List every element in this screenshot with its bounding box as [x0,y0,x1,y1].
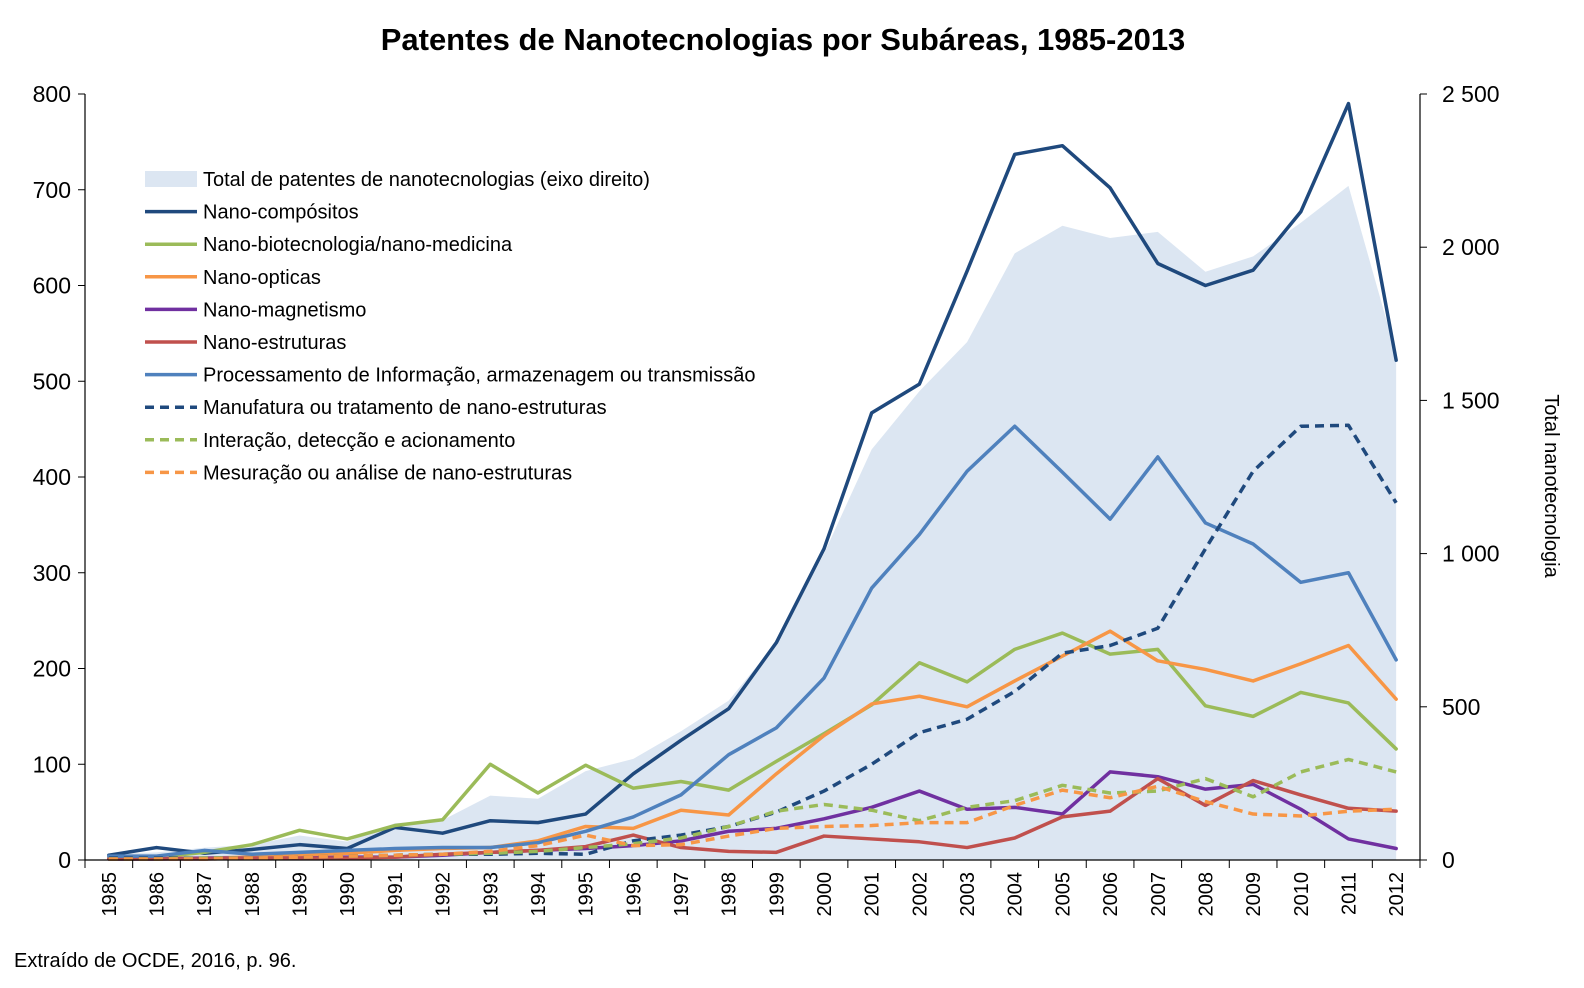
source-note: Extraído de OCDE, 2016, p. 96. [14,950,296,972]
x-tick-label: 2008 [1195,872,1217,917]
legend-label-2: Nano-opticas [203,267,321,289]
x-tick-label: 1988 [242,872,264,917]
y-tick-label: 500 [33,368,71,394]
legend: Total de patentes de nanotecnologias (ei… [145,169,756,484]
series-layer [107,101,1398,861]
y2-tick-label: 2 000 [1442,234,1500,260]
y-tick-label: 0 [58,847,71,873]
y-tick-label: 800 [33,81,71,107]
x-tick-label: 1989 [290,872,312,917]
y2-tick-label: 500 [1442,694,1480,720]
x-tick-label: 2010 [1291,872,1313,917]
axes-layer: 0 100 200 300 400 500 600 700 800 0 500 1 000 1 500 2… [33,81,1500,917]
series-line-0 [107,101,1398,857]
x-tick-label: 1995 [576,872,598,917]
x-tick-label: 2001 [862,872,884,917]
series-line-1 [107,631,1398,859]
y2-tick-label: 0 [1442,847,1455,873]
legend-label-1: Nano-biotecnologia/nano-medicina [203,234,513,256]
x-tick-label: 1994 [528,872,550,917]
x-tick-label: 2003 [957,872,979,917]
y2-tick-label: 2 500 [1442,81,1500,107]
x-tick-label: 1997 [671,872,693,917]
x-tick-label: 2000 [814,872,836,917]
y2-tick-label: 1 500 [1442,387,1500,413]
y-tick-label: 100 [33,751,71,777]
x-tick-label: 2007 [1148,872,1170,917]
x-tick-label: 1985 [99,872,121,917]
y-tick-label: 600 [33,273,71,299]
legend-label-8: Mesuração ou análise de nano-estruturas [203,462,572,484]
legend-label-3: Nano-magnetismo [203,299,366,321]
x-tick-label: 2006 [1100,872,1122,917]
y-tick-label: 200 [33,656,71,682]
x-tick-label: 1990 [337,872,359,917]
y2-axis-label: Total nanotecnologia [1540,394,1562,578]
series-line-2 [107,629,1398,860]
area-total-patents [108,185,1397,861]
x-tick-label: 1991 [385,872,407,917]
x-tick-label: 1996 [623,872,645,917]
legend-label-6: Manufatura ou tratamento de nano-estrutu… [203,397,607,419]
legend-label-7: Interação, detecção e acionamento [203,430,515,452]
legend-label-area: Total de patentes de nanotecnologias (ei… [203,169,650,191]
area-layer [108,185,1397,861]
series-line-8 [108,784,1397,861]
y-tick-label: 300 [33,560,71,586]
x-tick-label: 1986 [147,872,169,917]
x-tick-label: 1999 [766,872,788,917]
x-tick-label: 2002 [909,872,931,917]
y2-tick-label: 1 000 [1442,541,1500,567]
x-tick-label: 2011 [1338,872,1360,915]
x-tick-label: 1992 [433,872,455,917]
x-tick-label: 2009 [1243,872,1265,917]
legend-label-5: Processamento de Informação, armazenagem… [203,365,756,387]
legend-swatch-area [145,171,197,187]
x-tick-label: 2004 [1005,872,1027,917]
x-tick-label: 1998 [719,872,741,917]
y-tick-label: 700 [33,177,71,203]
x-tick-label: 1987 [194,872,216,917]
series-line-5 [107,424,1398,858]
y-tick-label: 400 [33,464,71,490]
chart-title: Patentes de Nanotecnologias por Subáreas… [381,22,1186,57]
legend-label-0: Nano-compósitos [203,202,359,224]
x-tick-label: 2012 [1386,872,1408,917]
x-tick-label: 1993 [480,872,502,917]
legend-label-4: Nano-estruturas [203,332,346,354]
x-tick-label: 2005 [1052,872,1074,917]
